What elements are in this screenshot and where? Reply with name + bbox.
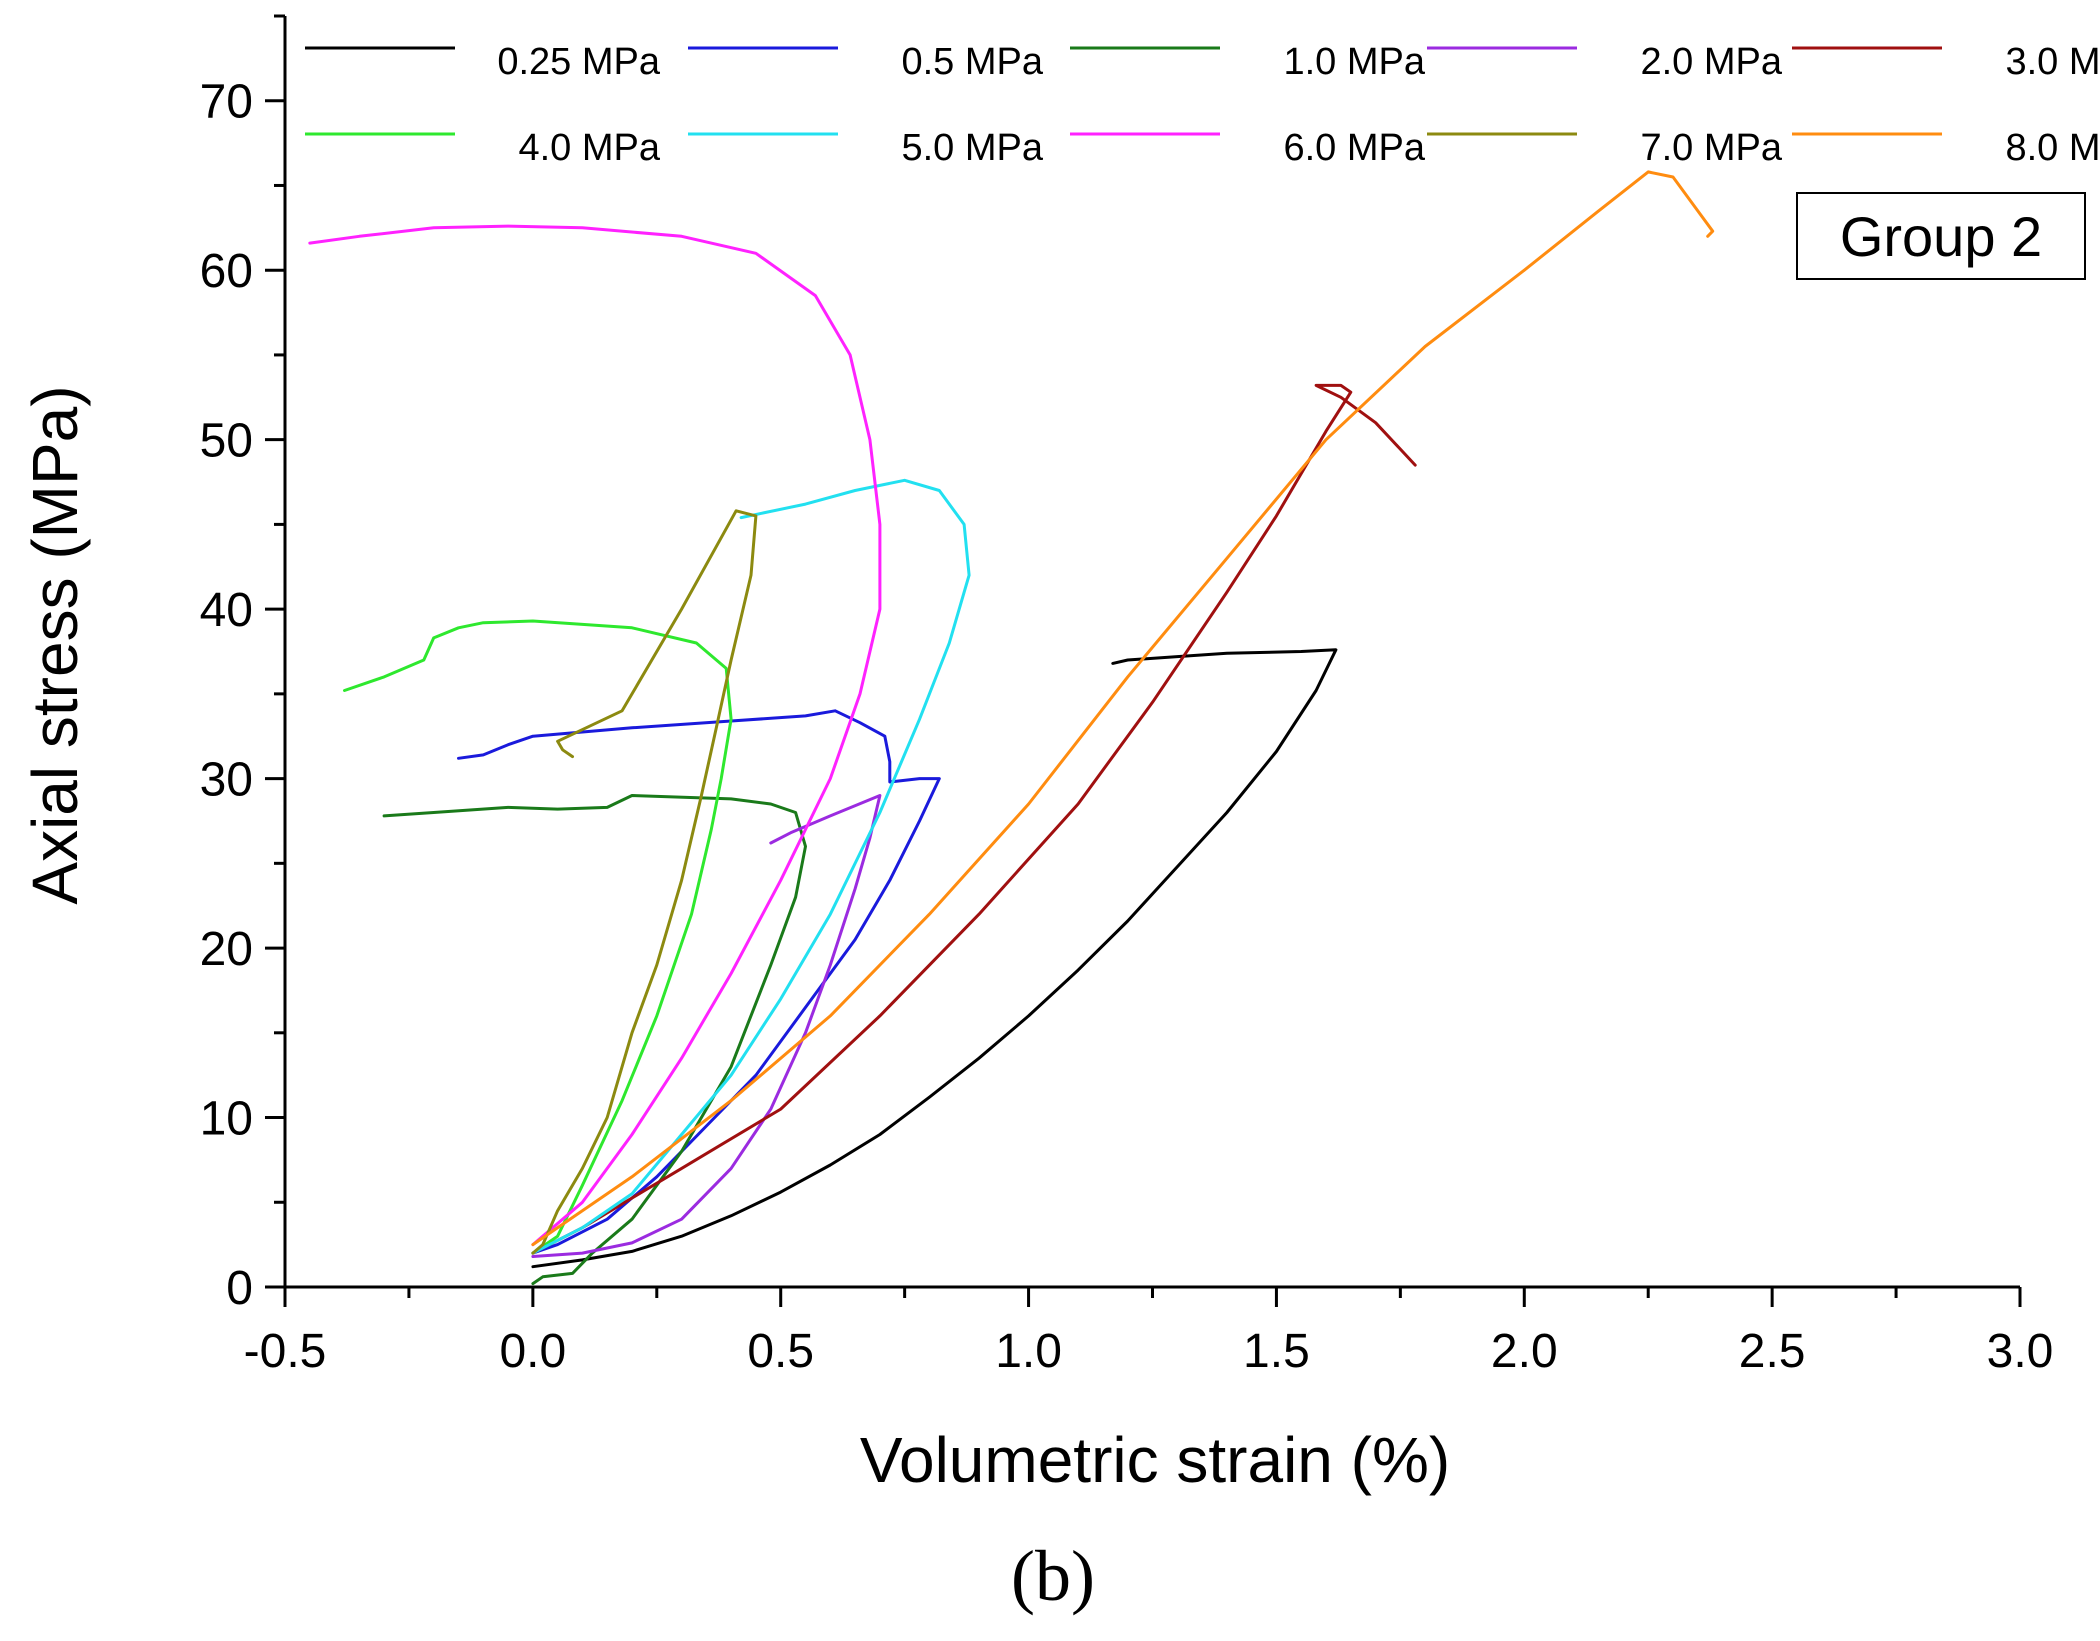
y-tick-label: 70 [200, 76, 253, 129]
series-line [382, 794, 807, 1286]
y-tick-label: 10 [200, 1093, 253, 1146]
series-line [308, 224, 882, 1247]
x-axis-label: Volumetric strain (%) [860, 1424, 1450, 1496]
group-label-box: Group 2 [1796, 192, 2086, 280]
x-tick-label: 1.0 [995, 1325, 1062, 1378]
axes: -0.5 0.0 0.5 1.0 1.5 2.0 2.5 3.0 0 10 20 30 40 50 60 70 [200, 14, 2054, 1378]
y-tick-label: 60 [200, 245, 253, 298]
legend-label: 1.0 MPa [1283, 41, 1425, 83]
series-line [343, 619, 733, 1255]
legend-label: 6.0 MPa [1283, 127, 1425, 169]
legend-label: 2.0 MPa [1640, 41, 1782, 83]
y-axis-label: Axial stress (MPa) [19, 385, 91, 904]
group-label: Group 2 [1840, 205, 2042, 268]
legend-label: 8.0 MPa [2005, 127, 2100, 169]
y-tick-label: 20 [200, 923, 253, 976]
series-line [531, 794, 882, 1258]
x-tick-label: 2.5 [1739, 1325, 1806, 1378]
legend-label: 0.5 MPa [901, 41, 1043, 83]
legend-label: 5.0 MPa [901, 127, 1043, 169]
y-tick-label: 30 [200, 754, 253, 807]
series-line [531, 648, 1338, 1269]
x-tick-label: 0.0 [499, 1325, 566, 1378]
x-tick-label: 2.0 [1491, 1325, 1558, 1378]
series-line [531, 170, 1715, 1247]
legend-label: 4.0 MPa [518, 127, 660, 169]
x-tick-label: 3.0 [1987, 1325, 2054, 1378]
series-line [531, 383, 1417, 1255]
legend-label: 0.25 MPa [497, 41, 661, 83]
series-line [531, 509, 758, 1255]
legend-label: 3.0 MPa [2005, 41, 2100, 83]
legend: 0.25 MPa 0.5 MPa 1.0 MPa 2.0 MPa 3.0 MPa 4.0 … [305, 41, 2100, 169]
x-tick-label: 0.5 [747, 1325, 814, 1378]
x-tick-label: 1.5 [1243, 1325, 1310, 1378]
legend-label: 7.0 MPa [1640, 127, 1782, 169]
x-tick-label: -0.5 [244, 1325, 327, 1378]
group-label-frame [1796, 192, 2086, 280]
y-tick-label: 0 [226, 1262, 253, 1315]
y-tick-label: 40 [200, 584, 253, 637]
y-tick-label: 50 [200, 415, 253, 468]
figure-caption: (b) [1011, 1536, 1095, 1616]
series-layer [308, 170, 1715, 1286]
series-line [457, 709, 941, 1255]
series-line [531, 478, 971, 1255]
